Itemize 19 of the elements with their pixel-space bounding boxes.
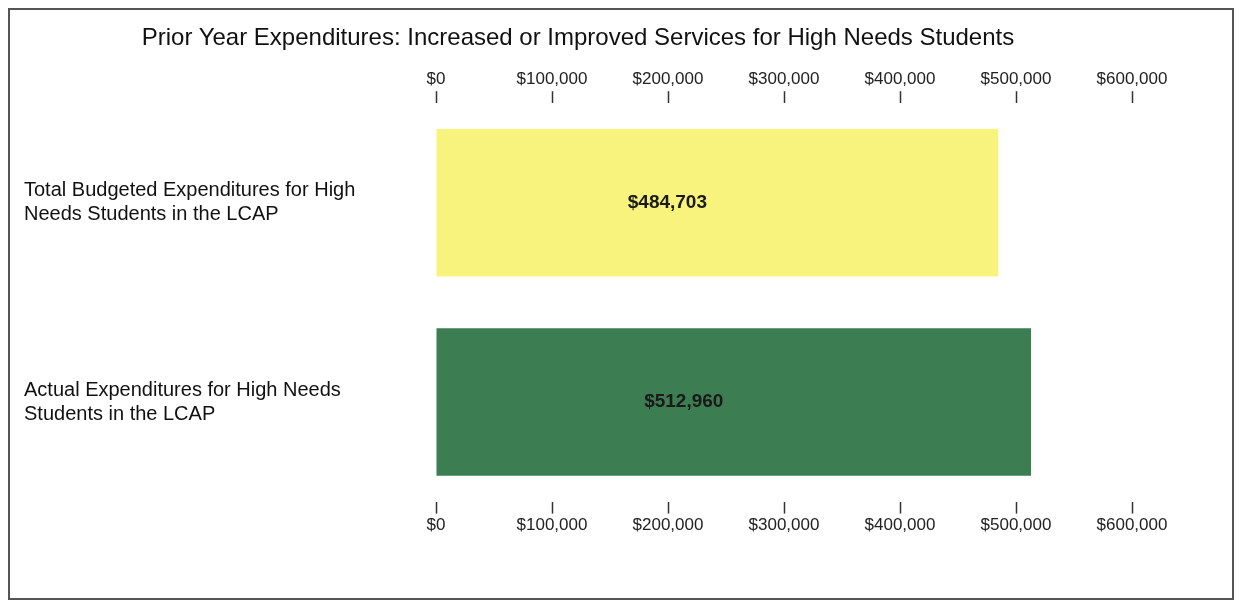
x-tick-label: $400,000	[864, 68, 936, 88]
x2-tick-label: $500,000	[980, 515, 1052, 535]
x2-tick-label: $400,000	[864, 515, 936, 535]
x-tick-label: $600,000	[1096, 68, 1168, 88]
x2-tick-label: $100,000	[516, 515, 588, 535]
x-tick-label: $200,000	[632, 68, 704, 88]
x-tick-label: $100,000	[516, 68, 588, 88]
y-tick-label: Actual Expenditures for High Needs Students in the LCAP	[24, 377, 341, 424]
x2-tick-label: $0	[426, 515, 446, 535]
chart-title: Prior Year Expenditures: Increased or Improved Services for High Needs Students	[141, 23, 1015, 51]
y-tick-label: Total Budgeted Expenditures for High Needs Students in the LCAP	[24, 178, 356, 225]
x2-tick-label: $300,000	[748, 515, 820, 535]
data-label: $484,703	[627, 191, 707, 213]
x2-tick-label: $200,000	[632, 515, 704, 535]
x-tick-label: $0	[426, 68, 446, 88]
x-tick-label: $300,000	[748, 68, 820, 88]
x-tick-label: $500,000	[980, 68, 1052, 88]
x2-tick-label: $600,000	[1096, 515, 1168, 535]
data-label: $512,960	[644, 390, 724, 412]
